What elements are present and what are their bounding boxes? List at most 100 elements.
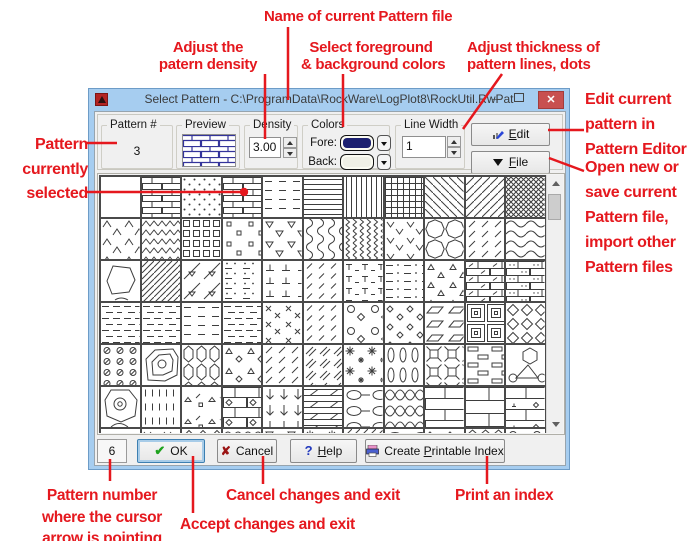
pattern-cell[interactable] [101,429,140,433]
pattern-cell[interactable] [506,303,545,343]
pattern-cell[interactable] [465,261,505,301]
scrollbar-thumb[interactable] [548,194,561,220]
pattern-cell[interactable] [141,429,181,433]
line-width-spin-up[interactable] [447,136,461,147]
pattern-cell[interactable] [425,429,464,433]
line-width-input[interactable]: 1 [402,136,446,158]
pattern-cell[interactable] [344,261,383,301]
pattern-cell[interactable] [141,303,181,343]
pattern-cell-selected[interactable] [222,177,262,217]
pattern-cell[interactable] [344,219,383,259]
pattern-cell[interactable] [263,345,302,385]
pattern-cell[interactable] [182,387,221,427]
back-color-swatch[interactable] [340,154,374,170]
pattern-cell[interactable] [384,345,424,385]
pattern-cell[interactable] [506,345,545,385]
pattern-cell[interactable] [384,261,424,301]
pattern-cell[interactable] [344,345,383,385]
pattern-cell[interactable] [303,429,343,433]
pattern-cell[interactable] [222,219,262,259]
pattern-cell[interactable] [101,303,140,343]
pattern-cell[interactable] [303,345,343,385]
pattern-cell[interactable] [101,261,140,301]
pattern-cell[interactable] [344,387,383,427]
pattern-cell[interactable] [182,177,221,217]
pattern-cell[interactable] [425,261,464,301]
pattern-cell[interactable] [222,387,262,427]
line-width-spin-down[interactable] [447,147,461,158]
pattern-cell[interactable] [384,429,424,433]
help-button[interactable]: ? Help [290,439,357,463]
pattern-cell[interactable] [465,303,505,343]
pattern-cell[interactable] [263,219,302,259]
pattern-cell[interactable] [263,261,302,301]
pattern-cell[interactable] [384,387,424,427]
pattern-cell[interactable] [506,177,545,217]
density-spin-up[interactable] [283,137,297,148]
pattern-cell[interactable] [344,429,383,433]
pattern-cell[interactable] [101,387,140,427]
pattern-cell[interactable] [263,429,302,433]
pattern-cell[interactable] [263,387,302,427]
pattern-cell[interactable] [222,429,262,433]
close-button[interactable]: ✕ [538,91,564,109]
pattern-cell[interactable] [263,303,302,343]
pattern-cell[interactable] [141,345,181,385]
scroll-down-button[interactable] [547,416,563,433]
pattern-cell[interactable] [182,345,221,385]
pattern-cell[interactable] [465,429,505,433]
pattern-cell[interactable] [425,219,464,259]
pattern-cell[interactable] [303,261,343,301]
pattern-cell[interactable] [465,177,505,217]
pattern-cell[interactable] [425,387,464,427]
pattern-cell[interactable] [465,345,505,385]
pattern-cell[interactable] [141,387,181,427]
pattern-cell[interactable] [101,219,140,259]
pattern-cell[interactable] [141,177,181,217]
pattern-cell[interactable] [384,177,424,217]
pattern-cell[interactable] [182,429,221,433]
pattern-cell[interactable] [344,303,383,343]
pattern-cell[interactable] [344,177,383,217]
pattern-cell[interactable] [506,429,545,433]
pattern-cell[interactable] [506,387,545,427]
create-index-button[interactable]: Create Printable Index [365,439,505,463]
pattern-cell[interactable] [303,219,343,259]
fore-color-dropdown[interactable] [377,135,391,151]
pattern-cell[interactable] [222,261,262,301]
pattern-cell[interactable] [101,345,140,385]
pattern-cell[interactable] [506,219,545,259]
titlebar[interactable]: Select Pattern - C:\ProgramData\RockWare… [89,89,569,111]
pattern-cell[interactable] [222,345,262,385]
pattern-cell[interactable] [384,219,424,259]
pattern-cell[interactable] [303,387,343,427]
scroll-up-button[interactable] [547,175,563,192]
pattern-cell[interactable] [303,177,343,217]
pattern-cell[interactable] [101,177,140,217]
pattern-cell[interactable] [182,303,221,343]
pattern-cell[interactable] [425,177,464,217]
maximize-button[interactable] [511,92,527,108]
minimize-button[interactable]: — [492,94,502,105]
pattern-cell[interactable] [303,303,343,343]
cancel-button[interactable]: ✘ Cancel [217,439,277,463]
density-input[interactable]: 3.00 [249,137,281,158]
ok-button[interactable]: ✔ OK [137,439,205,463]
pattern-cell[interactable] [263,177,302,217]
pattern-cell[interactable] [222,303,262,343]
edit-button[interactable]: Edit [471,123,550,146]
pattern-cell[interactable] [182,219,221,259]
pattern-cell[interactable] [465,387,505,427]
pattern-cell[interactable] [141,219,181,259]
back-color-dropdown[interactable] [377,154,391,170]
pattern-cell[interactable] [384,303,424,343]
pattern-cell[interactable] [506,261,545,301]
fore-color-swatch[interactable] [340,135,374,151]
pattern-cell[interactable] [182,261,221,301]
density-spin-down[interactable] [283,147,297,158]
pattern-cell[interactable] [425,345,464,385]
file-button[interactable]: File [471,151,550,174]
vertical-scrollbar[interactable] [546,175,563,433]
pattern-cell[interactable] [141,261,181,301]
pattern-cell[interactable] [465,219,505,259]
